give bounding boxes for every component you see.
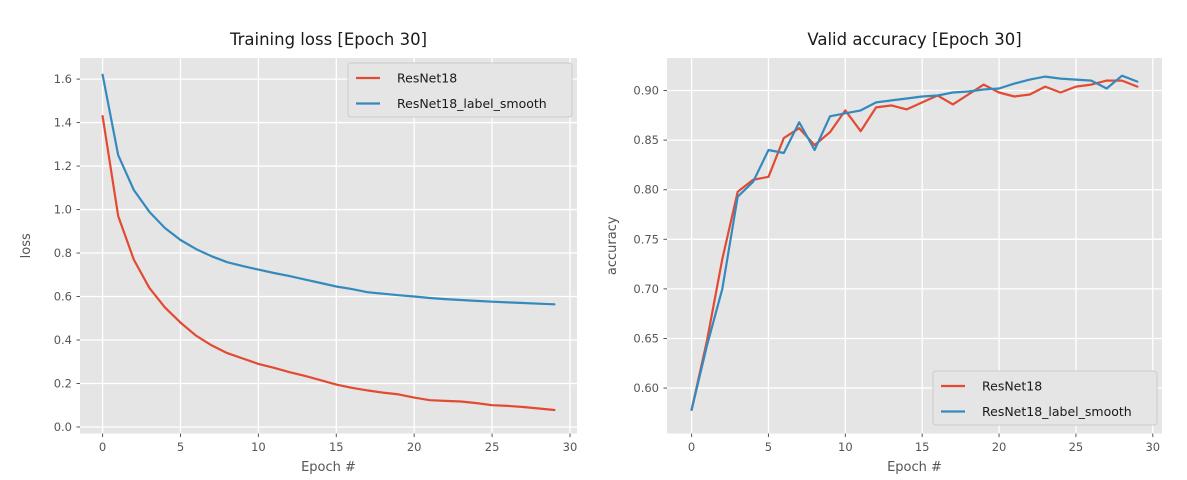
y-tick-label: 0.75 [633, 232, 659, 246]
x-tick-label: 5 [765, 440, 772, 454]
y-tick-label: 0.80 [633, 183, 659, 197]
y-axis-label: loss [19, 233, 34, 258]
x-tick-label: 10 [838, 440, 853, 454]
plot-area [80, 58, 577, 434]
series-line-resnet18 [690, 79, 1139, 411]
x-tick-label: 20 [407, 440, 422, 454]
legend-label-resnet18-label-smooth: ResNet18_label_smooth [397, 96, 547, 111]
chart-title: Training loss [Epoch 30] [229, 30, 427, 49]
x-tick-label: 15 [915, 440, 930, 454]
series-line-resnet18-label-smooth [690, 74, 1139, 411]
x-tick-label: 20 [992, 440, 1007, 454]
y-tick-label: 0.70 [633, 282, 659, 296]
y-axis-label: accuracy [605, 216, 620, 275]
x-tick-label: 15 [329, 440, 344, 454]
x-tick-label: 0 [688, 440, 695, 454]
x-tick-label: 30 [1145, 440, 1160, 454]
x-axis-label: Epoch # [887, 460, 942, 475]
x-axis-label: Epoch # [301, 460, 356, 475]
x-tick-label: 30 [563, 440, 578, 454]
y-tick-label: 1.2 [54, 159, 72, 173]
y-tick-label: 1.4 [54, 116, 72, 130]
y-tick-label: 1.0 [54, 203, 72, 217]
y-tick-label: 0.60 [633, 381, 659, 395]
legend-label-resnet18-label-smooth: ResNet18_label_smooth [982, 404, 1132, 419]
series-line-resnet18 [101, 114, 556, 412]
y-tick-label: 0.85 [633, 133, 659, 147]
x-tick-label: 10 [251, 440, 266, 454]
y-tick-label: 0.90 [633, 84, 659, 98]
x-tick-label: 25 [485, 440, 500, 454]
y-tick-label: 0.8 [54, 246, 72, 260]
legend [347, 62, 573, 118]
series-line-resnet18-label-smooth [101, 73, 556, 306]
x-tick-label: 5 [177, 440, 184, 454]
legend-label-resnet18: ResNet18 [397, 71, 457, 86]
y-tick-label: 0.4 [54, 333, 72, 347]
legend-label-resnet18: ResNet18 [982, 379, 1042, 394]
chart-title: Valid accuracy [Epoch 30] [807, 30, 1021, 49]
x-tick-label: 25 [1069, 440, 1084, 454]
y-tick-label: 0.0 [54, 420, 72, 434]
y-tick-label: 0.65 [633, 331, 659, 345]
y-tick-label: 1.6 [54, 72, 72, 86]
y-tick-label: 0.2 [54, 376, 72, 390]
x-tick-label: 0 [99, 440, 106, 454]
legend [932, 370, 1158, 426]
y-tick-label: 0.6 [54, 290, 72, 304]
